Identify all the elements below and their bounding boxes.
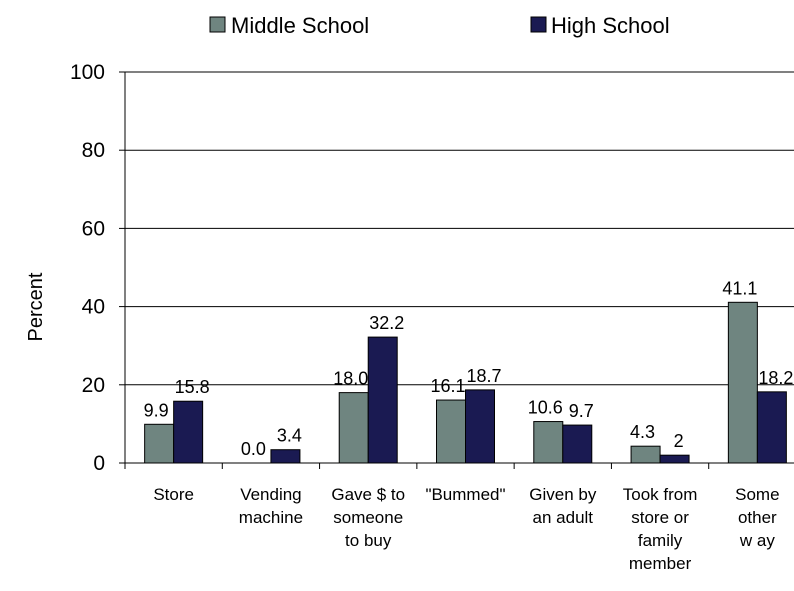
- data-label-middle-school: 41.1: [722, 278, 757, 298]
- bar-middle-school-bummed: [436, 399, 466, 464]
- category-labels: Store Vending machine Gave $ to someone to bu…: [153, 485, 779, 573]
- bar-high-school-bummed: [465, 389, 495, 464]
- category-label-line: Store: [153, 485, 194, 504]
- category-label-vending-machine: Vending machine: [239, 485, 303, 527]
- category-label-line: Some: [735, 485, 779, 504]
- category-label-store: Store: [153, 485, 194, 504]
- category-label-some-other-w-ay: Some other w ay: [735, 485, 779, 550]
- y-tick-label: 20: [82, 374, 105, 397]
- category-label-bummed: "Bummed": [425, 485, 505, 504]
- data-label-middle-school: 0.0: [241, 439, 266, 459]
- data-label-middle-school: 16.1: [430, 376, 465, 396]
- data-label-middle-school: 10.6: [528, 398, 563, 418]
- bar-high-school-some-other-w-ay: [756, 391, 787, 464]
- bar-high-school-took-from-store-or-family-member: [659, 454, 690, 464]
- data-labels: 9.9 15.8 0.0 3.4 18.0 32.2 16.118.7 10.6 9.7 4.3 2…: [144, 278, 794, 459]
- legend-label-high-school: High School: [551, 13, 670, 38]
- category-label-line: w ay: [739, 531, 775, 550]
- bar-high-school-gave-to-someone-to-buy: [367, 336, 398, 464]
- category-label-line: to buy: [345, 531, 392, 550]
- bar-middle-school-store: [144, 423, 175, 464]
- axes: [119, 71, 794, 469]
- bars: [144, 301, 787, 464]
- category-label-line: an adult: [533, 508, 594, 527]
- data-label-middle-school: 18.0: [333, 369, 368, 389]
- category-label-took-from-store-or-family-member: Took from store or family member: [623, 485, 698, 573]
- bar-middle-school-some-other-w-ay: [727, 301, 758, 464]
- legend-swatch-high-school: [530, 16, 547, 33]
- category-label-line: Took from: [623, 485, 698, 504]
- data-label-high-school: 18.7: [466, 366, 501, 386]
- category-label-line: machine: [239, 508, 303, 527]
- y-axis-label: Percent: [25, 272, 47, 341]
- category-label-given-by-an-adult: Given by an adult: [529, 485, 597, 527]
- y-tick-label: 60: [82, 217, 105, 240]
- y-tick-label: 0: [93, 452, 105, 475]
- data-label-high-school: 3.4: [277, 426, 302, 446]
- y-tick-label: 100: [70, 61, 105, 84]
- bar-high-school-store: [173, 400, 204, 464]
- y-tick-label: 80: [82, 139, 105, 162]
- bar-high-school-vending-machine: [270, 449, 301, 464]
- bar-middle-school-gave-to-someone-to-buy: [338, 392, 369, 464]
- gridlines: [125, 71, 794, 386]
- category-label-line: other: [738, 508, 777, 527]
- category-label-line: store or: [631, 508, 689, 527]
- legend: Middle School High School: [209, 13, 670, 38]
- legend-swatch-middle-school: [209, 16, 226, 33]
- data-label-middle-school: 4.3: [630, 422, 655, 442]
- data-label-high-school: 2: [674, 431, 684, 451]
- data-label-middle-school: 9.9: [144, 400, 169, 420]
- y-tick-labels: 0 20 40 60 80 100: [70, 61, 105, 475]
- category-label-line: member: [629, 554, 692, 573]
- data-label-high-school: 15.8: [175, 377, 210, 397]
- category-label-line: someone: [333, 508, 403, 527]
- category-label-line: Given by: [529, 485, 597, 504]
- category-label-line: "Bummed": [425, 485, 505, 504]
- category-label-line: Vending: [240, 485, 301, 504]
- bar-high-school-given-by-an-adult: [562, 424, 593, 464]
- category-label-line: family: [638, 531, 683, 550]
- data-label-high-school: 9.7: [569, 401, 594, 421]
- category-label-gave-to-someone-to-buy: Gave $ to someone to buy: [331, 485, 405, 550]
- data-label-high-school: 18.2: [758, 368, 793, 388]
- y-tick-label: 40: [82, 296, 105, 319]
- data-label-high-school: 32.2: [369, 313, 404, 333]
- bar-middle-school-took-from-store-or-family-member: [630, 445, 661, 464]
- legend-label-middle-school: Middle School: [231, 13, 369, 38]
- bar-middle-school-given-by-an-adult: [533, 421, 564, 464]
- category-label-line: Gave $ to: [331, 485, 405, 504]
